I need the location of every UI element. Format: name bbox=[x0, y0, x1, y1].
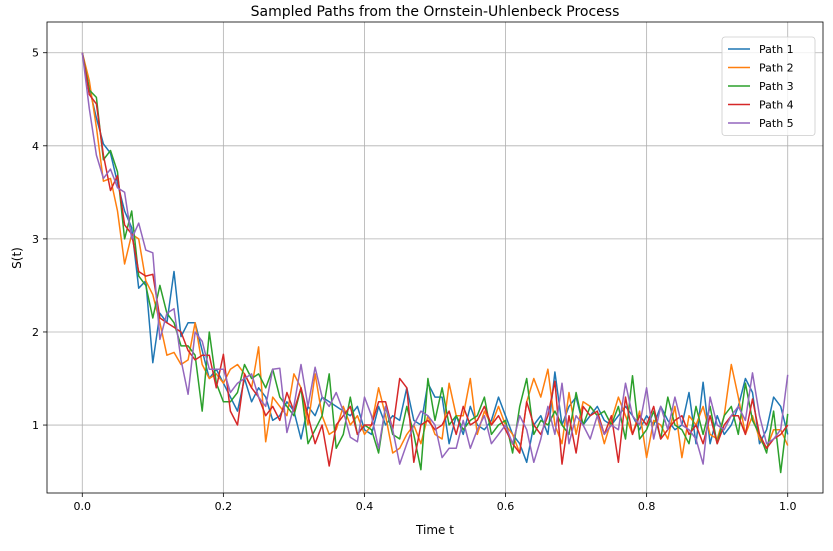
y-tick-label: 3 bbox=[32, 233, 39, 246]
legend-label: Path 3 bbox=[759, 80, 794, 93]
legend-label: Path 2 bbox=[759, 62, 794, 75]
series-lines bbox=[81, 52, 789, 474]
x-tick-label: 0.6 bbox=[497, 500, 515, 513]
x-tick-label: 1.0 bbox=[779, 500, 797, 513]
legend-label: Path 4 bbox=[759, 99, 794, 112]
legend: Path 1 Path 2 Path 3 Path 4 Path 5 bbox=[721, 36, 816, 136]
x-axis: 0.0 0.2 0.4 0.6 0.8 1.0 bbox=[74, 493, 797, 513]
series-line-path-4 bbox=[81, 52, 789, 467]
legend-label: Path 1 bbox=[759, 43, 794, 56]
y-axis: 1 2 3 4 5 bbox=[32, 47, 47, 432]
y-tick-label: 4 bbox=[32, 140, 39, 153]
series-line-path-1 bbox=[81, 52, 789, 464]
chart-title: Sampled Paths from the Ornstein-Uhlenbec… bbox=[251, 4, 620, 20]
x-tick-label: 0.0 bbox=[74, 500, 92, 513]
legend-label: Path 5 bbox=[759, 117, 794, 130]
y-axis-label: S(t) bbox=[10, 247, 24, 269]
y-tick-label: 2 bbox=[32, 326, 39, 339]
x-tick-label: 0.2 bbox=[215, 500, 233, 513]
legend-box bbox=[721, 36, 816, 136]
plot-frame bbox=[46, 21, 824, 494]
series-line-path-5 bbox=[81, 52, 789, 465]
series-line-path-2 bbox=[81, 52, 789, 459]
series-line-path-3 bbox=[81, 52, 789, 474]
x-tick-label: 0.4 bbox=[356, 500, 374, 513]
y-tick-label: 5 bbox=[32, 47, 39, 60]
y-tick-label: 1 bbox=[32, 419, 39, 432]
x-axis-label: Time t bbox=[415, 523, 454, 537]
x-tick-label: 0.8 bbox=[638, 500, 656, 513]
